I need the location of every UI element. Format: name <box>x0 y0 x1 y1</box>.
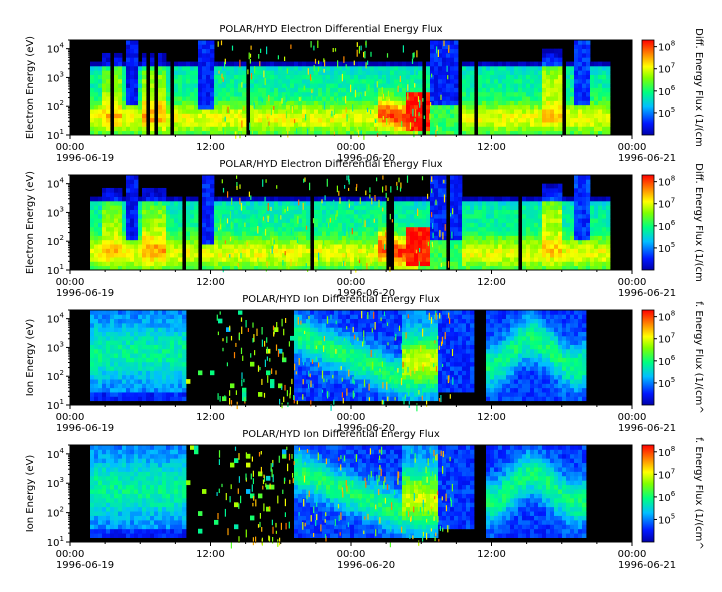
colorbar-tick-label: 107 <box>658 332 675 346</box>
colorbar: 108 107 106 105 f. Energy Flux (1/(cm^ <box>641 437 704 550</box>
x-tick-time: 00:00 <box>56 142 85 153</box>
x-tick-date: 1996-06-19 <box>56 423 114 434</box>
y-tick-label: 104 <box>47 177 65 191</box>
x-tick-time: 00:00 <box>618 142 647 153</box>
panel-title: POLAR/HYD Ion Differential Energy Flux <box>242 294 440 305</box>
y-tick-label: 101 <box>47 128 64 142</box>
x-tick-time: 12:00 <box>477 412 506 423</box>
panel-title: POLAR/HYD Ion Differential Energy Flux <box>242 429 440 440</box>
colorbar-label: f. Energy Flux (1/(cm^ <box>693 437 704 549</box>
colorbar-tick-label: 107 <box>658 197 675 211</box>
x-tick-date: 1996-06-20 <box>337 423 395 434</box>
x-tick-time: 12:00 <box>477 277 506 288</box>
y-tick-label: 103 <box>47 340 64 354</box>
panel-electron-2: POLAR/HYD Electron Differential Energy F… <box>25 159 704 299</box>
colorbar: 108 107 106 105 Diff. Energy Flux (1/(cm <box>641 163 704 282</box>
colorbar-label: Diff. Energy Flux (1/(cm <box>693 163 704 282</box>
y-tick-label: 104 <box>47 312 65 326</box>
colorbar-label: f. Energy Flux (1/(cm^ <box>693 301 704 413</box>
y-tick-label: 101 <box>47 398 64 412</box>
x-tick-time: 12:00 <box>196 549 225 560</box>
x-tick-date: 1996-06-20 <box>337 560 395 571</box>
colorbar: 108 107 106 105 f. Energy Flux (1/(cm^ <box>641 301 704 414</box>
colorbar-tick-label: 106 <box>658 354 676 368</box>
spectrogram-image <box>90 175 611 273</box>
y-axis-label: Ion Energy (eV) <box>25 455 36 533</box>
colorbar-tick-label: 105 <box>658 376 675 390</box>
x-tick-date: 1996-06-21 <box>618 423 676 434</box>
x-tick-date: 1996-06-21 <box>618 560 676 571</box>
panel-ion-3: POLAR/HYD Ion Differential Energy Flux Io… <box>25 294 704 434</box>
x-tick-time: 12:00 <box>196 142 225 153</box>
x-tick-time: 12:00 <box>196 412 225 423</box>
colorbar-tick-label: 107 <box>658 467 675 481</box>
colorbar-gradient <box>641 174 655 271</box>
x-tick-time: 00:00 <box>56 412 85 423</box>
colorbar-tick-label: 105 <box>658 106 675 120</box>
y-tick-label: 101 <box>47 535 64 549</box>
y-axis-label: Electron Energy (eV) <box>25 36 36 139</box>
y-tick-label: 103 <box>47 70 64 84</box>
y-tick-label: 102 <box>47 369 64 383</box>
y-tick-label: 102 <box>47 506 64 520</box>
colorbar-tick-label: 107 <box>658 62 675 76</box>
x-tick-time: 12:00 <box>196 277 225 288</box>
spectrogram-image <box>90 310 587 412</box>
x-tick-time: 00:00 <box>337 549 366 560</box>
panel-title: POLAR/HYD Electron Differential Energy F… <box>219 24 442 35</box>
y-tick-label: 104 <box>47 447 65 461</box>
x-tick-date: 1996-06-19 <box>56 153 114 164</box>
colorbar-tick-label: 105 <box>658 512 675 526</box>
colorbar-gradient <box>641 309 655 406</box>
y-tick-label: 104 <box>47 42 65 56</box>
colorbar-tick-label: 108 <box>658 175 675 189</box>
x-tick-time: 00:00 <box>618 277 647 288</box>
x-tick-date: 1996-06-19 <box>56 560 114 571</box>
x-tick-time: 12:00 <box>477 549 506 560</box>
colorbar-tick-label: 106 <box>658 219 676 233</box>
panel-title: POLAR/HYD Electron Differential Energy F… <box>219 159 442 170</box>
y-tick-label: 103 <box>47 205 64 219</box>
colorbar-label: Diff. Energy Flux (1/(cm <box>693 28 704 147</box>
x-tick-time: 00:00 <box>56 549 85 560</box>
x-tick-date: 1996-06-21 <box>618 153 676 164</box>
colorbar-tick-label: 108 <box>658 445 675 459</box>
x-tick-date: 1996-06-21 <box>618 288 676 299</box>
x-tick-time: 00:00 <box>618 549 647 560</box>
spectrogram-image <box>90 445 587 549</box>
colorbar-tick-label: 108 <box>658 310 675 324</box>
colorbar-tick-label: 106 <box>658 490 676 504</box>
colorbar-gradient <box>641 444 655 543</box>
y-tick-label: 102 <box>47 99 64 113</box>
x-tick-time: 00:00 <box>56 277 85 288</box>
colorbar-tick-label: 106 <box>658 84 676 98</box>
colorbar: 108 107 106 105 Diff. Energy Flux (1/(cm <box>641 28 704 147</box>
y-tick-label: 101 <box>47 263 64 277</box>
x-tick-date: 1996-06-20 <box>337 288 395 299</box>
colorbar-gradient <box>641 39 655 136</box>
y-axis-label: Electron Energy (eV) <box>25 171 36 274</box>
x-tick-date: 1996-06-20 <box>337 153 395 164</box>
x-tick-time: 00:00 <box>337 277 366 288</box>
x-tick-time: 12:00 <box>477 142 506 153</box>
x-tick-time: 00:00 <box>337 142 366 153</box>
x-tick-time: 00:00 <box>618 412 647 423</box>
panel-electron-1: POLAR/HYD Electron Differential Energy F… <box>25 24 704 164</box>
y-tick-label: 102 <box>47 234 64 248</box>
spectrogram-image <box>90 40 611 140</box>
y-tick-label: 103 <box>47 476 64 490</box>
panel-ion-4: POLAR/HYD Ion Differential Energy Flux Io… <box>25 429 704 571</box>
x-tick-time: 00:00 <box>337 412 366 423</box>
y-axis-label: Ion Energy (eV) <box>25 319 36 397</box>
colorbar-tick-label: 108 <box>658 40 675 54</box>
x-tick-date: 1996-06-19 <box>56 288 114 299</box>
colorbar-tick-label: 105 <box>658 241 675 255</box>
